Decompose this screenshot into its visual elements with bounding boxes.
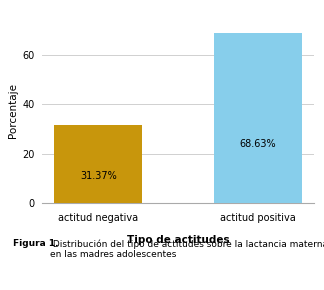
Text: 31.37%: 31.37%	[80, 171, 117, 181]
Text: Distribución del tipo de actitudes sobre la lactancia materna
en las madres adol: Distribución del tipo de actitudes sobre…	[50, 239, 324, 259]
Text: Figura 1.: Figura 1.	[13, 239, 58, 248]
Text: 68.63%: 68.63%	[240, 139, 276, 148]
Bar	[214, 33, 302, 203]
X-axis label: Tipo de actitudes: Tipo de actitudes	[127, 235, 229, 244]
Bar	[54, 125, 142, 203]
Y-axis label: Porcentaje: Porcentaje	[8, 83, 18, 138]
